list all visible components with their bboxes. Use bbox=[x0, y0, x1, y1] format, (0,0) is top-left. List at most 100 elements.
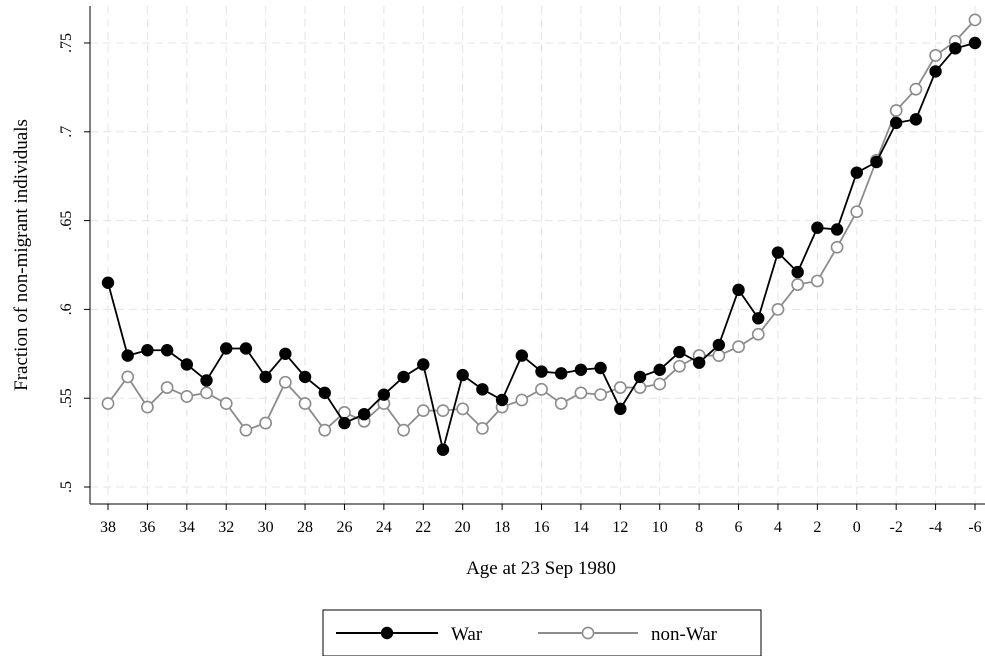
x-tick-label: 38 bbox=[100, 519, 116, 536]
x-tick-label: 30 bbox=[258, 519, 274, 536]
point-war bbox=[771, 246, 785, 259]
x-tick-label: 10 bbox=[652, 519, 668, 536]
point-war bbox=[830, 223, 844, 236]
point-war bbox=[318, 386, 331, 400]
grid bbox=[90, 6, 985, 504]
y-axis-title: Fraction of non-migrant individuals bbox=[11, 119, 32, 391]
point-war bbox=[397, 370, 410, 384]
point-war bbox=[712, 338, 726, 352]
point-war bbox=[101, 276, 115, 289]
point-non-war bbox=[929, 49, 942, 62]
point-non-war bbox=[535, 382, 548, 396]
point-war bbox=[220, 342, 233, 355]
x-tick-label: 0 bbox=[853, 519, 861, 536]
point-war bbox=[870, 155, 883, 169]
point-non-war bbox=[613, 381, 627, 394]
point-non-war bbox=[771, 302, 785, 316]
x-tick-label: 20 bbox=[455, 519, 471, 536]
legend-marker-war bbox=[380, 626, 394, 640]
point-non-war bbox=[219, 397, 233, 410]
point-war bbox=[436, 443, 450, 456]
point-war bbox=[279, 347, 292, 360]
point-war bbox=[515, 349, 529, 362]
legend: War non-War bbox=[322, 609, 762, 656]
y-tick-label: .6 bbox=[58, 303, 75, 315]
point-war bbox=[732, 283, 745, 297]
point-war bbox=[121, 349, 134, 362]
point-non-war bbox=[594, 388, 608, 402]
point-war bbox=[633, 370, 647, 384]
point-non-war bbox=[909, 82, 923, 96]
point-war bbox=[456, 368, 469, 382]
point-non-war bbox=[200, 386, 213, 400]
x-axis-title: Age at 23 Sep 1980 bbox=[466, 558, 616, 579]
point-war bbox=[298, 370, 312, 384]
x-tick-label: 12 bbox=[612, 519, 628, 536]
point-war bbox=[811, 221, 824, 234]
point-war bbox=[377, 388, 391, 401]
y-tick-label: .65 bbox=[58, 211, 75, 231]
point-non-war bbox=[397, 423, 410, 437]
y-tick-label: .7 bbox=[58, 126, 75, 138]
point-war bbox=[535, 365, 548, 378]
point-war bbox=[357, 407, 371, 421]
point-non-war bbox=[554, 397, 568, 410]
x-tick-label: 26 bbox=[336, 519, 352, 536]
plot-area bbox=[90, 6, 985, 504]
point-non-war bbox=[141, 400, 154, 414]
point-war bbox=[200, 374, 213, 387]
legend-label-war: War bbox=[451, 624, 483, 645]
point-non-war bbox=[436, 404, 450, 418]
point-war bbox=[791, 265, 804, 279]
legend-marker-non-war bbox=[581, 626, 595, 640]
point-non-war bbox=[259, 416, 273, 430]
point-non-war bbox=[475, 421, 489, 435]
point-war bbox=[889, 116, 903, 130]
point-war bbox=[594, 361, 607, 375]
point-war bbox=[259, 370, 272, 384]
point-war bbox=[180, 358, 194, 371]
y-tick-label: .75 bbox=[58, 33, 75, 53]
x-tick-label: 22 bbox=[415, 519, 431, 536]
point-non-war bbox=[416, 404, 430, 418]
x-tick-label: 4 bbox=[774, 519, 782, 536]
point-non-war bbox=[180, 390, 194, 403]
point-non-war bbox=[121, 370, 135, 384]
x-tick-label: -2 bbox=[890, 519, 903, 536]
point-non-war bbox=[791, 278, 805, 291]
x-tick-label: 14 bbox=[573, 519, 589, 536]
point-non-war bbox=[574, 386, 588, 400]
point-non-war bbox=[101, 397, 115, 410]
x-tick-label: -4 bbox=[929, 519, 942, 536]
x-tick-label: 16 bbox=[534, 519, 550, 536]
point-non-war bbox=[673, 359, 686, 373]
point-war bbox=[476, 383, 489, 396]
point-war bbox=[141, 344, 154, 357]
x-tick-label: -6 bbox=[968, 519, 981, 536]
point-non-war bbox=[298, 397, 312, 410]
series bbox=[101, 13, 982, 456]
y-tick-label: .5 bbox=[58, 481, 75, 493]
point-non-war bbox=[712, 349, 726, 362]
point-war bbox=[909, 113, 923, 126]
point-non-war bbox=[830, 240, 844, 254]
point-war bbox=[239, 342, 253, 355]
point-non-war bbox=[810, 274, 824, 288]
point-war bbox=[653, 363, 666, 376]
point-war bbox=[929, 65, 942, 78]
point-non-war bbox=[968, 13, 982, 27]
x-tick-label: 32 bbox=[218, 519, 234, 536]
point-war bbox=[417, 358, 430, 371]
point-non-war bbox=[515, 393, 529, 407]
point-war bbox=[692, 356, 706, 369]
point-war bbox=[752, 312, 765, 325]
point-war bbox=[673, 345, 686, 359]
point-non-war bbox=[653, 377, 667, 391]
point-war bbox=[338, 416, 351, 430]
point-war bbox=[949, 42, 962, 55]
point-non-war bbox=[456, 402, 470, 416]
x-tick-label: 34 bbox=[179, 519, 195, 536]
x-tick-label: 6 bbox=[735, 519, 743, 536]
